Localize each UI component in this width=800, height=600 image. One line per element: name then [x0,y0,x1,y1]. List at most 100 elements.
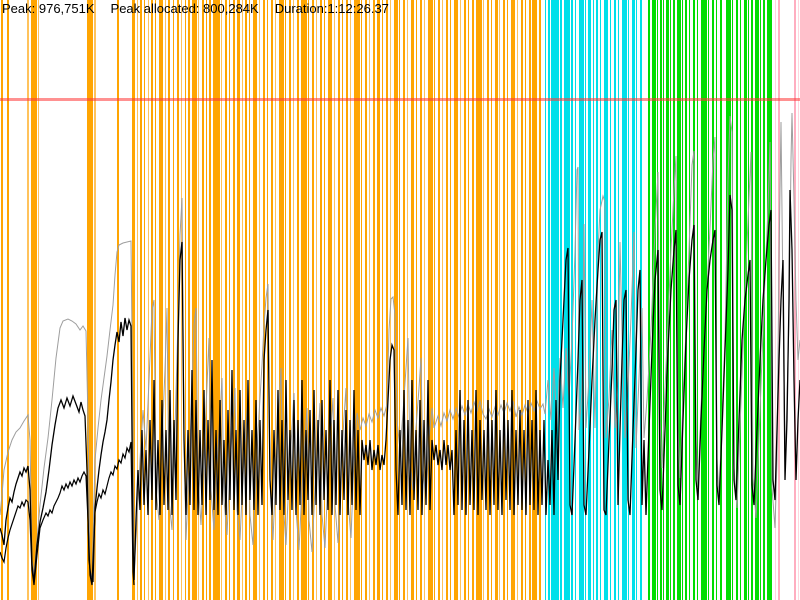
event-stripe [144,0,145,600]
event-stripe [610,0,611,600]
event-stripe [663,0,664,600]
event-stripe [760,0,761,600]
event-stripe [525,0,526,600]
event-stripe [600,0,601,600]
event-stripe [316,0,317,600]
event-stripe [151,0,153,600]
event-stripe [293,0,294,600]
event-stripe [202,0,204,600]
event-stripe [285,0,286,600]
event-stripe [342,0,343,600]
event-stripe [320,0,322,600]
event-stripe [657,0,658,600]
event-stripe [159,0,163,600]
event-stripe [382,0,383,600]
event-stripe [666,0,669,600]
event-stripe [354,0,360,600]
event-stripe [263,0,265,600]
event-stripe [242,0,243,600]
event-stripe [301,0,307,600]
event-stripe [188,0,190,600]
event-stripe [312,0,314,600]
event-stripe [386,0,388,600]
event-stripe [229,0,230,600]
event-stripe [403,0,405,600]
event-stripe [399,0,400,600]
series-allocated-in-use [0,189,800,583]
event-stripe [221,0,222,600]
event-stripe [748,0,749,600]
event-stripe [271,0,273,600]
event-stripe [140,0,142,600]
event-stripe [253,0,257,600]
event-stripe [511,0,515,600]
event-stripe [297,0,299,600]
event-stripe [420,0,422,600]
event-stripe [181,0,182,600]
duration-label: Duration:1:12:26.37 [274,1,389,16]
event-stripe [507,0,508,600]
event-stripe [350,0,351,600]
event-stripe [794,0,796,600]
event-stripe [495,0,498,600]
event-stripe [446,0,448,600]
event-stripe [442,0,443,600]
event-stripe [685,0,687,600]
event-stripe [521,0,523,600]
event-stripe [767,0,770,600]
event-stripe [588,0,591,600]
event-stripe [712,0,714,600]
event-stripe [604,0,608,600]
event-stripe [213,0,220,600]
event-stripe [438,0,440,600]
event-stripe [206,0,207,600]
event-stripe [209,0,211,600]
event-stripe [701,0,707,600]
event-stripe [434,0,435,600]
event-stripe [593,0,594,600]
event-stripe [539,0,541,600]
event-stripe [137,0,138,600]
event-stripe [545,0,546,600]
event-stripe [491,0,492,600]
event-stripe [454,0,458,600]
event-stripe [289,0,291,600]
event-stripe [233,0,235,600]
event-stripe [424,0,425,600]
event-stripe [267,0,268,600]
event-stripe [476,0,482,600]
event-stripe [192,0,197,600]
event-stripe [308,0,309,600]
event-stripe [640,0,642,600]
event-stripe [38,0,39,600]
event-stripe [755,0,759,600]
event-stripe [334,0,335,600]
event-stripe [1,0,3,600]
event-stripe [407,0,408,600]
event-stripe [369,0,370,600]
event-stripe [579,0,584,600]
event-stripe [689,0,690,600]
event-stripe [428,0,433,600]
event-stripe [155,0,156,600]
event-stripe [365,0,367,600]
peak-label: Peak: 976,751K [2,1,95,16]
event-stripe [632,0,635,600]
event-stripe [132,0,135,600]
event-stripe [27,0,29,600]
event-stripe [416,0,417,600]
event-stripe [529,0,531,600]
event-stripe [628,0,629,600]
stats-header: Peak: 976,751K Peak allocated: 800,284K Du… [2,1,405,16]
event-stripe [798,0,799,600]
event-stripe [468,0,469,600]
event-stripe [245,0,247,600]
event-stripe [503,0,505,600]
event-stripe [225,0,227,600]
event-stripe [394,0,398,600]
event-stripe [346,0,348,600]
event-stripe [237,0,240,600]
